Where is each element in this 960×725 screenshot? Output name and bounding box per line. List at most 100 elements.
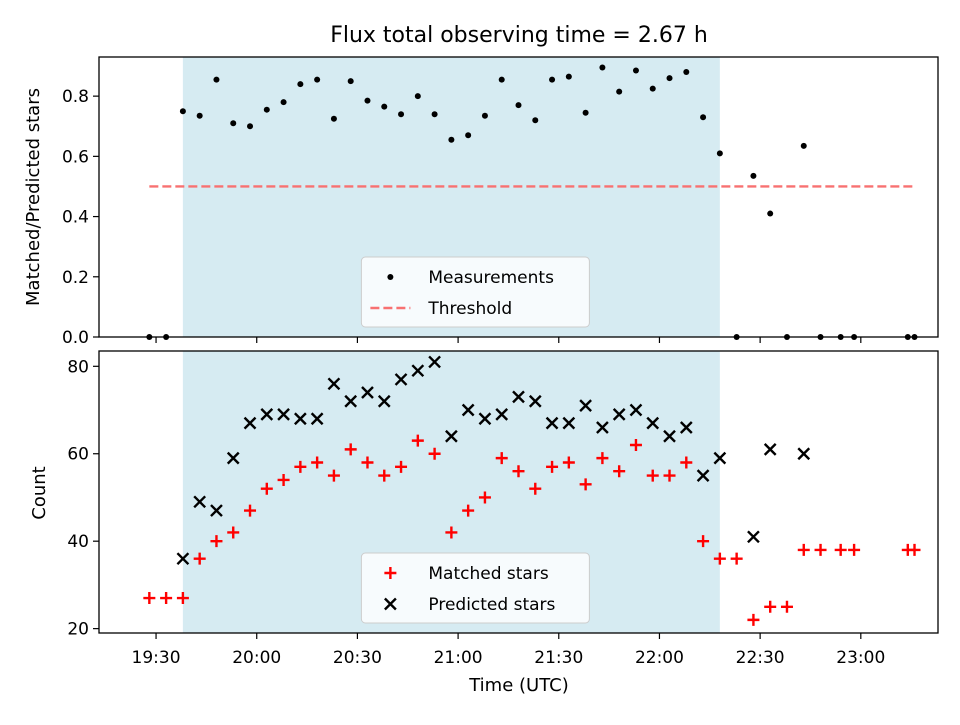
bottom-predicted-star-point (445, 429, 458, 443)
bottom-y-tick-label: 80 (67, 357, 89, 377)
bottom-matched-star-point (244, 504, 257, 517)
bottom-matched-star-point (908, 543, 921, 556)
top-axes-frame (98, 56, 939, 338)
top-measurement-point (196, 112, 203, 119)
bottom-matched-star-point (176, 592, 189, 605)
bottom-matched-star-point (613, 465, 626, 478)
bottom-predicted-star-point (361, 386, 374, 399)
bottom-predicted-star-point (763, 443, 777, 456)
top-measurement-point (297, 81, 304, 88)
top-measurement-point (632, 67, 639, 74)
bottom-matched-star-point (697, 535, 710, 548)
bottom-matched-star-point (834, 543, 847, 556)
top-measurement-point (649, 85, 656, 92)
top-measurement-point (381, 103, 388, 110)
top-measurement-point (213, 76, 220, 83)
bottom-predicted-star-point (310, 412, 324, 426)
bottom-predicted-star-point (713, 451, 727, 465)
bottom-predicted-star-point (612, 408, 626, 421)
top-y-tick-label: 0.2 (62, 268, 89, 288)
top-measurement-point (700, 114, 707, 121)
bottom-predicted-star-point (394, 373, 408, 386)
top-measurement-point (616, 88, 623, 95)
bottom-matched-star-point (193, 552, 206, 565)
bottom-predicted-star-point (176, 552, 190, 566)
top-measurement-point (515, 102, 522, 109)
bottom-predicted-star-point (344, 394, 358, 408)
bottom-predicted-star-point (579, 399, 592, 412)
top-measurement-point (800, 142, 807, 149)
bottom-matched-star-point (428, 447, 441, 460)
top-measurement-point (414, 93, 421, 100)
bottom-x-tick-label: 21:00 (434, 648, 483, 668)
top-measurement-point (549, 76, 556, 83)
top-measurement-point (314, 76, 321, 83)
bottom-axes-frame (98, 350, 939, 634)
bottom-matched-star-point (378, 469, 391, 482)
top-measurement-point (565, 73, 572, 80)
bottom-predicted-star-point (663, 429, 676, 443)
chart-title: Flux total observing time = 2.67 h (330, 23, 708, 48)
bottom-matched-star-point (495, 452, 508, 465)
bottom-matched-star-point (713, 552, 726, 565)
bottom-predicted-star-point (478, 412, 492, 426)
bottom-predicted-star-point (210, 504, 223, 517)
top-legend-label: Measurements (428, 268, 554, 288)
bottom-predicted-star-point (327, 377, 341, 391)
top-measurement-point (364, 97, 371, 104)
bottom-matched-star-point (848, 543, 861, 556)
bottom-matched-star-point (478, 491, 491, 504)
bottom-matched-star-point (395, 460, 408, 473)
bottom-matched-star-point (277, 473, 290, 486)
bottom-matched-star-point (311, 456, 324, 469)
bottom-matched-star-point (512, 465, 525, 478)
bottom-matched-star-point (361, 456, 374, 469)
bottom-predicted-star-point (545, 416, 559, 430)
bottom-legend-label: Matched stars (428, 564, 548, 584)
bottom-matched-star-point (780, 600, 793, 613)
bottom-x-tick-label: 19:30 (132, 648, 181, 668)
bottom-predicted-star-point (696, 469, 710, 482)
bottom-predicted-star-point (646, 416, 660, 430)
bottom-matched-star-point (663, 469, 676, 482)
bottom-predicted-star-point (495, 408, 509, 421)
bottom-matched-star-point (680, 456, 693, 469)
bottom-matched-star-point (562, 456, 575, 469)
top-measurement-point (398, 111, 405, 118)
bottom-matched-star-point (143, 592, 156, 605)
top-measurement-point (247, 123, 254, 130)
top-measurement-point (330, 115, 337, 122)
bottom-matched-star-point (445, 526, 458, 539)
bottom-legend-marker-predicted (384, 597, 397, 611)
bottom-matched-star-point (579, 478, 592, 491)
bottom-matched-star-point (344, 443, 357, 456)
top-measurement-point (532, 117, 539, 124)
bottom-matched-star-point (260, 482, 273, 495)
bottom-predicted-star-point (562, 416, 576, 430)
bottom-predicted-star-point (260, 408, 274, 421)
top-legend-label: Threshold (427, 299, 512, 319)
top-measurement-point (716, 150, 723, 157)
top-y-tick-label: 0.4 (62, 208, 89, 228)
top-measurement-point (280, 99, 287, 106)
top-measurement-point (666, 75, 673, 82)
bottom-legend-label: Predicted stars (428, 595, 555, 615)
bottom-predicted-star-point (747, 530, 760, 544)
bottom-matched-star-point (462, 504, 475, 517)
bottom-matched-star-point (210, 535, 223, 548)
bottom-x-tick-label: 20:30 (333, 648, 382, 668)
bottom-predicted-star-point (226, 451, 240, 465)
top-y-axis-label: Matched/Predicted stars (23, 88, 44, 306)
bottom-matched-star-point (764, 600, 777, 613)
top-legend-marker-measurements (387, 274, 394, 280)
bottom-predicted-star-point (512, 390, 525, 404)
top-y-tick-label: 0.8 (62, 87, 89, 107)
top-measurement-point (767, 210, 774, 217)
top-measurement-point (347, 78, 354, 85)
top-measurement-point (481, 112, 488, 119)
top-measurement-point (582, 109, 589, 116)
x-axis-label: Time (UTC) (468, 675, 569, 696)
bottom-predicted-star-point (277, 408, 290, 421)
bottom-matched-star-point (411, 434, 424, 447)
